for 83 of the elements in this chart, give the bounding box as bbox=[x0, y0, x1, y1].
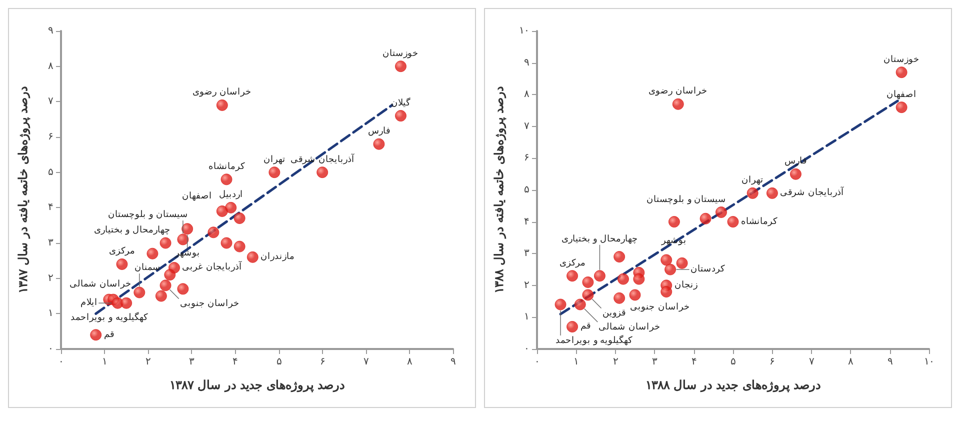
x-tick-label: ۷ bbox=[808, 356, 815, 368]
x-tick-label: ۹ bbox=[450, 356, 456, 368]
y-tick-label: ۹ bbox=[524, 57, 529, 68]
x-tick-label: ۷ bbox=[363, 356, 370, 368]
y-tick-label: ۳ bbox=[48, 238, 54, 248]
annotation: سیستان و بلوچستان bbox=[108, 210, 188, 220]
annotation: قزوین bbox=[602, 308, 626, 319]
annotation: خراسان جنوبی bbox=[630, 302, 690, 312]
annotation: مازندران bbox=[260, 252, 295, 262]
x-axis-title: درصد پروژه‌های جدید در سال ۱۳۸۸ bbox=[646, 378, 820, 393]
y-tick-label: ۱ bbox=[524, 312, 529, 323]
x-tick-label: ۸ bbox=[848, 356, 854, 368]
annotation: تهران bbox=[263, 154, 286, 165]
annotation: خراسان شمالی bbox=[69, 280, 132, 290]
annotation: آذربایجان شرقی bbox=[780, 186, 844, 198]
annotation: کرمانشاه bbox=[741, 216, 778, 227]
annotation: فارس bbox=[368, 126, 390, 137]
y-tick-label: ۲ bbox=[48, 272, 53, 284]
annotation: خراسان جنوبی bbox=[180, 299, 240, 310]
annotation: اردبیل bbox=[218, 190, 243, 200]
y-tick-label: ۳ bbox=[524, 248, 530, 260]
x-tick-label: ۵ bbox=[730, 356, 736, 368]
x-tick-label: ۰ bbox=[534, 356, 540, 368]
annotation: خراسان رضوی bbox=[648, 86, 708, 97]
y-tick-label: ۵ bbox=[524, 184, 529, 196]
annotation: سیستان و بلوچستان bbox=[646, 194, 726, 205]
x-tick-label: ۵ bbox=[276, 356, 282, 368]
x-tick-label: ۲ bbox=[146, 356, 151, 368]
y-tick-label: ۰ bbox=[524, 344, 529, 354]
annotation: قم bbox=[104, 330, 114, 340]
annotation: اصفهان bbox=[182, 192, 212, 202]
x-tick-label: ۳ bbox=[652, 356, 658, 368]
annotation: ایلام bbox=[80, 298, 98, 308]
annotation: بوشهر bbox=[174, 248, 200, 258]
y-tick-label: ۴ bbox=[524, 216, 529, 228]
annotation: مرکزی bbox=[108, 246, 135, 257]
y-tick-label: ۶ bbox=[524, 152, 529, 164]
y-tick-label: ۲ bbox=[524, 280, 529, 291]
annotation: خراسان شمالی bbox=[598, 322, 660, 332]
annotation: چهارمحال و بختیاری bbox=[94, 226, 171, 236]
y-tick-label: ۸ bbox=[48, 60, 54, 72]
annotation: قم bbox=[580, 322, 590, 332]
annotation: خراسان رضوی bbox=[192, 88, 252, 98]
y-tick-label: ۸ bbox=[524, 89, 530, 100]
annotation: مرکزی bbox=[559, 258, 586, 268]
x-tick-label: ۲ bbox=[612, 356, 618, 368]
annotation: آذربایجان غربی bbox=[182, 260, 242, 273]
annotation: آذربایجان شرقی bbox=[290, 152, 354, 165]
x-tick-label: ۶ bbox=[320, 356, 325, 368]
y-tick-label: ۱ bbox=[48, 308, 53, 320]
y-tick-label: ۶ bbox=[48, 132, 53, 142]
y-tick-label: ۰ bbox=[48, 344, 53, 354]
y-tick-label: ۴ bbox=[48, 202, 53, 214]
annotation: کرمانشاه bbox=[208, 162, 246, 172]
annotation: کهگیلویه و بویراحمد bbox=[70, 311, 148, 324]
y-tick-label: ۷ bbox=[524, 120, 530, 132]
x-tick-label: ۳ bbox=[189, 356, 196, 368]
annotation: خوزستان bbox=[884, 54, 920, 65]
x-axis-title: درصد پروژه‌های جدید در سال ۱۳۸۷ bbox=[170, 378, 344, 393]
annotation: اصفهان bbox=[886, 90, 917, 100]
annotation: زنجان bbox=[674, 280, 698, 290]
y-tick-label: ۵ bbox=[48, 166, 53, 178]
annotation: چهارمحال و بختیاری bbox=[561, 234, 638, 244]
x-tick-label: ۴ bbox=[691, 356, 696, 368]
x-tick-label: ۹ bbox=[887, 356, 892, 368]
annotation: تهران bbox=[742, 176, 764, 186]
annotation: گیلان bbox=[391, 96, 412, 108]
annotation: سمنان bbox=[134, 262, 160, 273]
x-tick-label: ۶ bbox=[770, 356, 775, 368]
x-tick-label: ۸ bbox=[406, 356, 413, 368]
x-tick-label: ۱ bbox=[102, 356, 108, 368]
x-tick-label: ۱۰ bbox=[924, 356, 934, 368]
y-tick-label: ۹ bbox=[48, 26, 53, 36]
x-tick-label: ۰ bbox=[58, 356, 64, 368]
x-tick-label: ۱ bbox=[574, 356, 579, 368]
annotation: خوزستان bbox=[382, 48, 419, 59]
annotation: کهگیلویه و بویراحمد bbox=[556, 334, 634, 346]
y-tick-label: ۱۰ bbox=[519, 26, 529, 36]
y-axis-title: درصد پروژه‌های خاتمه یافته در سال ۱۳۸۸ bbox=[492, 86, 507, 294]
annotation: کردستان bbox=[690, 264, 726, 274]
y-axis-title: درصد پروژه‌های خاتمه یافته در سال ۱۳۸۷ bbox=[16, 86, 31, 294]
x-tick-label: ۴ bbox=[232, 356, 238, 368]
y-tick-label: ۷ bbox=[48, 96, 54, 108]
